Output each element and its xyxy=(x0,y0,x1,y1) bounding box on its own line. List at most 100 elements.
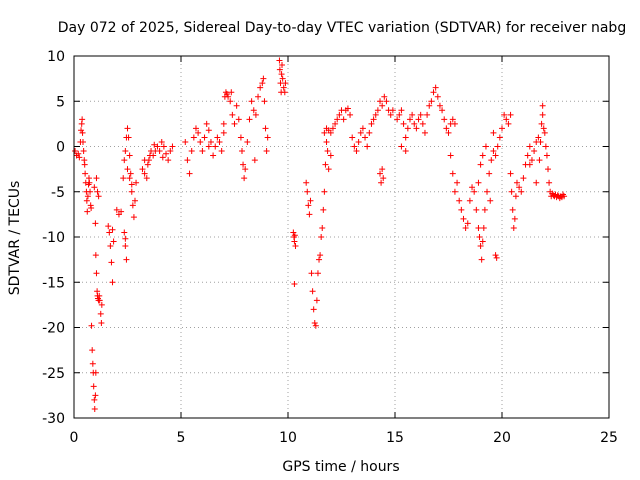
data-point xyxy=(92,252,99,259)
data-point xyxy=(488,157,495,164)
data-point xyxy=(304,188,311,195)
data-point xyxy=(79,129,86,136)
data-point xyxy=(536,157,543,164)
data-point xyxy=(84,193,91,200)
x-tick-label: 5 xyxy=(177,430,186,446)
data-point xyxy=(398,107,405,114)
data-point xyxy=(322,161,329,168)
data-point xyxy=(276,57,283,64)
data-point xyxy=(124,166,131,173)
data-point xyxy=(476,234,483,240)
data-point xyxy=(291,232,298,239)
data-point xyxy=(126,152,133,159)
data-point xyxy=(484,188,491,195)
data-point xyxy=(307,197,314,204)
data-point xyxy=(220,129,227,136)
data-point xyxy=(541,129,548,136)
data-point xyxy=(436,102,443,109)
data-point xyxy=(357,129,364,136)
data-point xyxy=(336,111,343,118)
data-point xyxy=(389,107,396,114)
data-point xyxy=(434,93,441,100)
data-point xyxy=(105,223,112,230)
data-point xyxy=(383,98,390,105)
data-point xyxy=(351,143,358,150)
data-point xyxy=(379,166,386,173)
data-point xyxy=(89,347,96,354)
data-point xyxy=(163,150,170,157)
data-point xyxy=(128,181,135,188)
data-point xyxy=(327,152,334,159)
chart-title: Day 072 of 2025, Sidereal Day-to-day VTE… xyxy=(58,20,626,36)
data-point xyxy=(374,107,381,114)
data-point xyxy=(262,125,269,132)
data-point xyxy=(121,229,128,236)
data-point xyxy=(118,208,125,215)
data-point xyxy=(98,301,105,308)
data-point xyxy=(477,161,484,168)
data-point xyxy=(233,102,240,109)
data-point xyxy=(538,120,545,127)
data-point xyxy=(543,152,550,159)
data-point xyxy=(311,319,318,326)
x-tick-label: 10 xyxy=(279,430,297,446)
y-tick-label: -20 xyxy=(42,321,65,337)
data-point xyxy=(329,125,336,132)
data-point xyxy=(282,80,289,87)
y-tick-label: -15 xyxy=(42,275,65,291)
data-point xyxy=(146,152,153,159)
data-point xyxy=(263,148,270,155)
data-point xyxy=(441,116,448,123)
data-point xyxy=(473,206,480,213)
data-point xyxy=(292,243,299,250)
data-point xyxy=(378,179,385,186)
data-point xyxy=(165,157,172,164)
data-point xyxy=(229,111,236,118)
data-point xyxy=(409,111,416,118)
data-point xyxy=(475,179,482,186)
axis-ticks xyxy=(73,55,610,419)
data-point xyxy=(445,129,452,136)
data-point xyxy=(380,175,387,182)
data-point xyxy=(278,71,285,78)
y-tick-label: -25 xyxy=(42,366,65,382)
data-point xyxy=(122,243,129,250)
data-point xyxy=(524,152,531,159)
data-point xyxy=(93,270,100,277)
data-point xyxy=(235,116,242,123)
data-point xyxy=(321,129,328,136)
data-point xyxy=(503,116,510,123)
data-point xyxy=(316,256,323,263)
data-point xyxy=(344,105,351,112)
data-point xyxy=(508,188,515,195)
data-point xyxy=(321,188,328,195)
data-point xyxy=(477,243,484,250)
data-point xyxy=(201,134,208,141)
data-point xyxy=(95,193,102,200)
data-point xyxy=(516,184,523,191)
data-point xyxy=(379,102,386,109)
data-point xyxy=(81,161,88,168)
data-point xyxy=(540,125,547,132)
data-point xyxy=(518,188,525,195)
data-point xyxy=(512,193,519,200)
data-point xyxy=(87,188,94,195)
data-point xyxy=(90,383,97,390)
data-point xyxy=(482,143,489,150)
data-point xyxy=(76,154,83,161)
x-axis-label: GPS time / hours xyxy=(282,459,399,475)
data-point xyxy=(542,143,549,150)
data-point xyxy=(303,179,310,186)
data-point xyxy=(259,80,266,87)
data-point xyxy=(487,197,494,204)
data-point xyxy=(242,166,249,173)
data-point xyxy=(325,166,332,173)
data-point xyxy=(323,138,330,145)
data-point xyxy=(368,120,375,127)
data-point xyxy=(144,161,151,168)
data-point xyxy=(319,224,326,231)
data-point xyxy=(126,175,133,182)
data-point xyxy=(478,256,485,263)
data-point xyxy=(276,66,283,73)
data-point xyxy=(507,111,514,118)
